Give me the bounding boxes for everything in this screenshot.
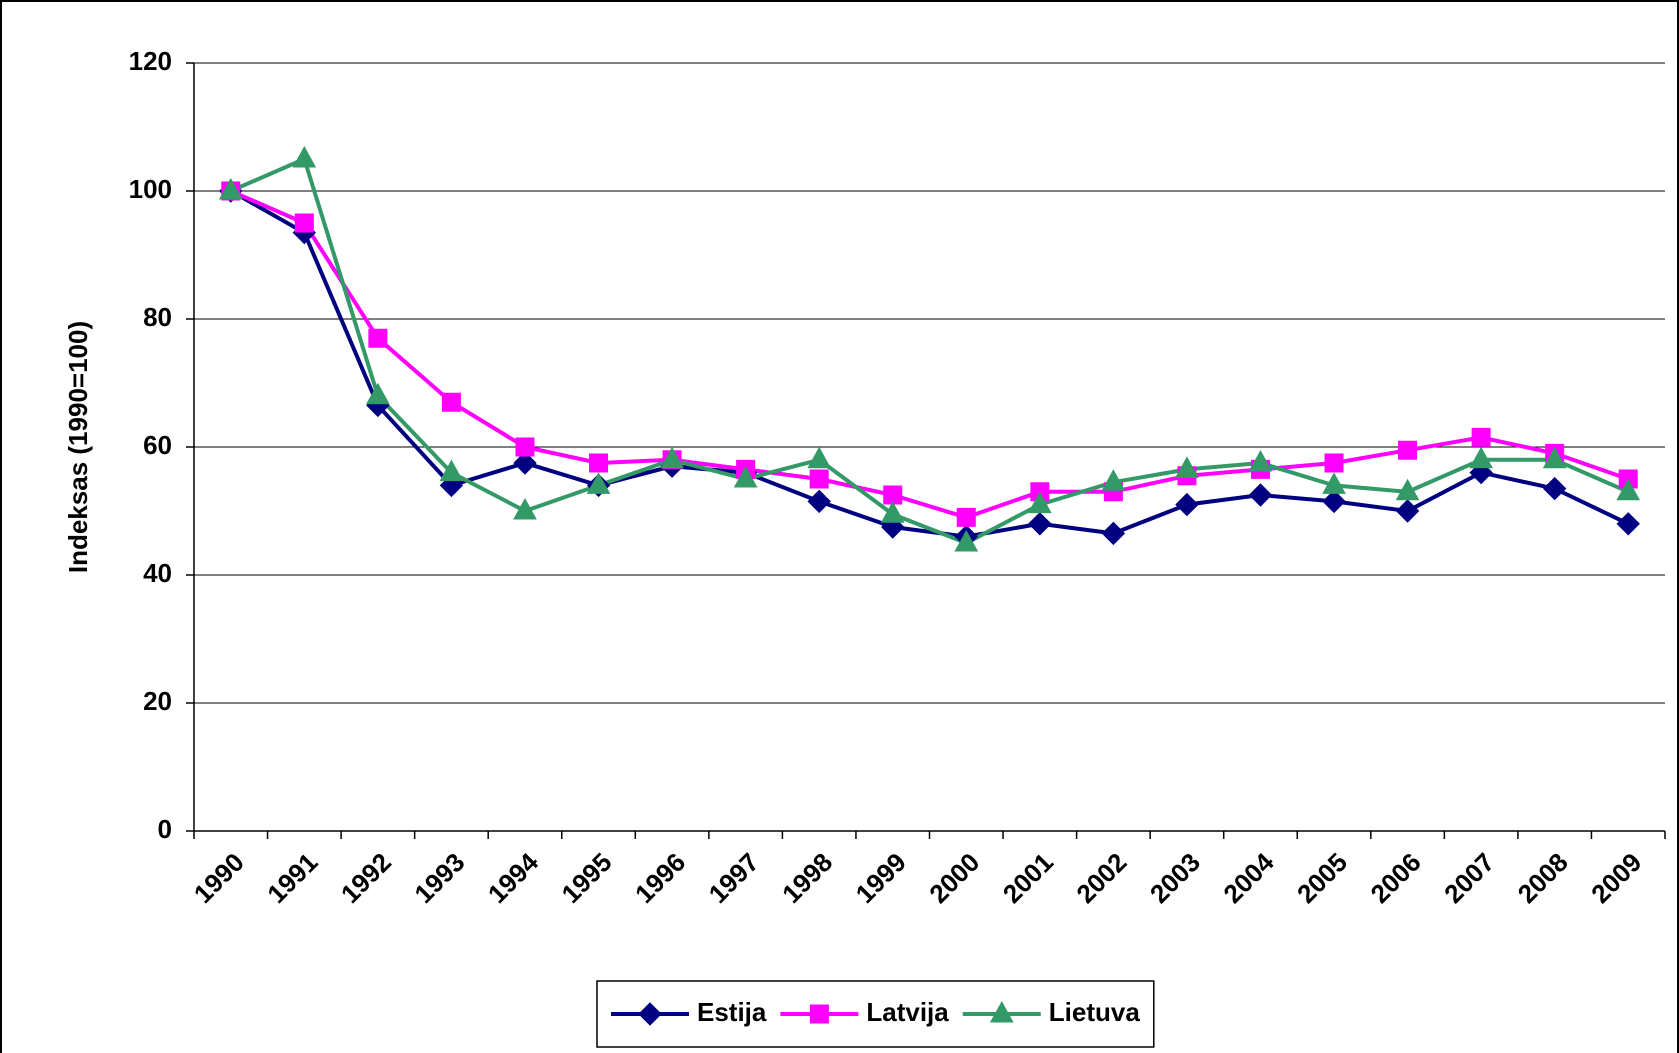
data-point (807, 446, 832, 469)
data-point (1028, 512, 1052, 536)
legend-label: Estija (697, 997, 767, 1027)
data-point (1175, 492, 1199, 517)
data-point (954, 529, 979, 552)
y-tick-label: 60 (143, 430, 172, 460)
data-point (586, 472, 611, 494)
series-line (229, 189, 1630, 539)
x-tick-label: 1993 (408, 847, 470, 909)
legend-label: Lietuva (1049, 997, 1141, 1027)
data-point (660, 446, 684, 469)
x-tick-label: 1996 (629, 847, 691, 909)
x-tick-label: 2009 (1585, 847, 1647, 909)
data-point (218, 177, 243, 200)
x-tick-label: 1998 (776, 847, 838, 909)
y-tick-label: 40 (143, 558, 172, 588)
x-tick-label: 2000 (923, 847, 985, 909)
data-point (294, 213, 314, 233)
x-tick-label: 1990 (188, 847, 250, 909)
x-tick-label: 1997 (703, 847, 765, 909)
legend-box (596, 980, 1155, 1048)
x-tick-label: 2007 (1438, 847, 1500, 909)
data-point (366, 382, 390, 405)
x-tick-label: 1992 (335, 847, 397, 909)
data-point (1542, 446, 1567, 469)
x-tick-label: 2003 (1144, 847, 1206, 909)
x-tick-label: 2008 (1512, 847, 1574, 909)
data-point (1324, 453, 1344, 473)
data-point (809, 469, 829, 489)
data-point (515, 437, 535, 457)
data-point (733, 465, 758, 488)
x-tick-label: 1994 (482, 847, 544, 909)
data-point (513, 451, 537, 475)
data-point (1395, 499, 1420, 523)
data-point (439, 459, 464, 482)
data-point (1395, 478, 1420, 501)
y-tick-label: 0 (158, 814, 172, 844)
x-tick-label: 2002 (1070, 847, 1132, 909)
data-point (807, 489, 831, 514)
x-tick-label: 2005 (1291, 847, 1353, 909)
y-tick-label: 80 (143, 302, 172, 332)
data-point (1027, 491, 1052, 514)
series-line (229, 156, 1630, 546)
legend-marker (809, 1004, 829, 1024)
data-point (1175, 456, 1199, 478)
x-tick-label: 2006 (1365, 847, 1427, 909)
data-point (1616, 512, 1640, 536)
legend-marker (638, 1002, 662, 1026)
legend-marker (989, 1000, 1014, 1023)
data-point (589, 453, 609, 473)
data-point (1471, 427, 1491, 447)
data-point (956, 507, 976, 527)
data-point (1101, 521, 1126, 546)
x-tick-label: 2001 (997, 847, 1059, 909)
data-point (1322, 489, 1346, 514)
data-point (1542, 476, 1567, 501)
x-tick-label: 1999 (850, 847, 912, 909)
data-point (1322, 472, 1346, 494)
data-point (292, 145, 317, 168)
series-line (229, 189, 1629, 520)
x-tick-label: 2004 (1217, 847, 1279, 909)
y-tick-label: 100 (129, 174, 172, 204)
data-point (1101, 469, 1126, 491)
data-point (1248, 483, 1273, 507)
x-tick-label: 1995 (556, 847, 618, 909)
data-point (513, 497, 537, 520)
y-axis-label: Indeksas (1990=100) (63, 321, 93, 573)
data-point (883, 485, 903, 505)
data-point (1616, 478, 1641, 501)
x-tick-label: 1991 (261, 847, 323, 909)
data-point (1248, 449, 1273, 472)
y-tick-label: 20 (143, 686, 172, 716)
y-tick-label: 120 (129, 46, 172, 76)
data-point (441, 392, 461, 412)
data-point (880, 501, 905, 523)
legend-label: Latvija (866, 997, 949, 1027)
data-point (1469, 446, 1493, 469)
data-point (1398, 440, 1418, 460)
data-point (368, 328, 388, 348)
